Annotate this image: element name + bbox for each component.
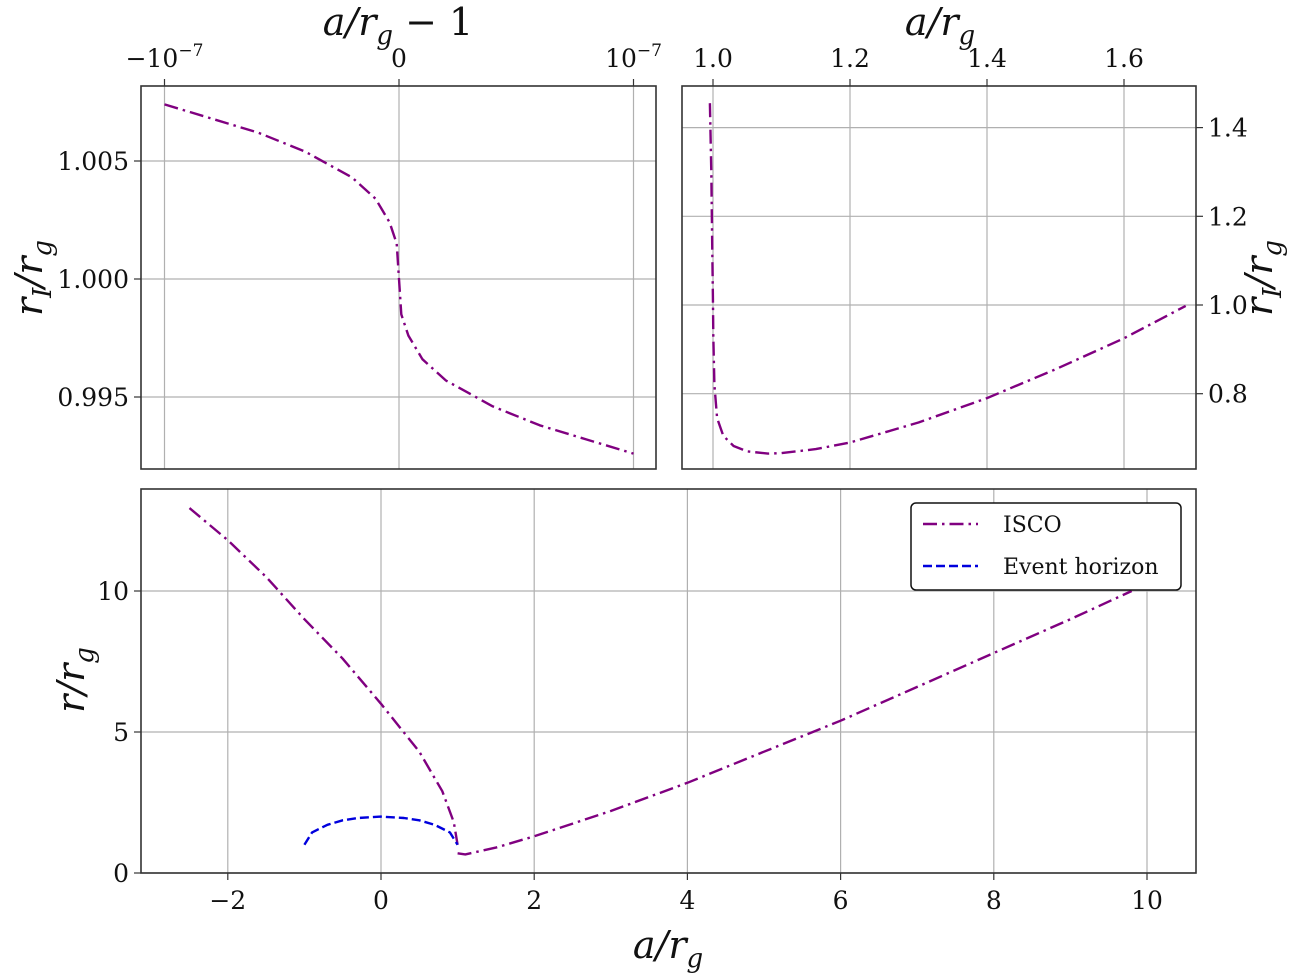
x-tick-label: 1.0: [693, 44, 733, 73]
x-tick-label: 10−7: [605, 41, 662, 73]
y-ticks-left: 0 5 10: [97, 577, 141, 888]
axes-frame: [681, 85, 1197, 470]
y-tick-label: 1.4: [1208, 114, 1248, 143]
isco-line: [708, 103, 1187, 455]
x-tick-label: 10: [1131, 886, 1163, 915]
panel-top-left: −10−7 0 10−7 1.005 1.000 0.995 a/rg − 1 rI/r…: [7, 0, 662, 470]
grid: [682, 86, 1196, 469]
x-tick-label: −10−7: [126, 41, 204, 73]
x-tick-label: 1.2: [830, 44, 870, 73]
y-tick-label: 0.995: [57, 383, 129, 412]
y-axis-label: rI/rg: [7, 240, 58, 316]
y-tick-label: 0: [113, 859, 129, 888]
grid: [141, 86, 656, 469]
x-axis-label: a/rg: [633, 923, 703, 973]
y-tick-label: 5: [113, 718, 129, 747]
legend-label: ISCO: [1003, 513, 1062, 538]
x-tick-label: 6: [833, 886, 849, 915]
curves: [188, 507, 1133, 856]
isco-curve: [708, 103, 1187, 455]
x-tick-label: 0: [391, 44, 407, 73]
y-ticks-left: 1.005 1.000 0.995: [57, 147, 141, 412]
x-axis-label: a/rg − 1: [323, 0, 473, 51]
y-axis-label: rI/rg: [1237, 240, 1288, 316]
x-ticks-top: −10−7 0 10−7: [126, 41, 662, 86]
y-tick-label: 10: [97, 577, 129, 606]
event-horizon-line: [303, 815, 459, 846]
y-ticks-right: 1.4 1.2 1.0 0.8: [1196, 114, 1248, 409]
isco-curve: [164, 103, 634, 455]
x-tick-label: 8: [986, 886, 1002, 915]
y-tick-label: 1.000: [57, 265, 129, 294]
x-axis-label: a/rg: [905, 0, 975, 51]
legend: ISCO Event horizon: [910, 502, 1182, 591]
y-axis-label: r/rg: [49, 647, 100, 713]
legend-item-isco: ISCO: [923, 513, 1062, 538]
isco-line: [457, 589, 1133, 856]
x-tick-label: 1.4: [967, 44, 1007, 73]
x-tick-label: 2: [526, 886, 542, 915]
y-tick-label: 1.0: [1208, 291, 1248, 320]
legend-box: [910, 502, 1182, 591]
isco-line: [188, 507, 459, 845]
x-tick-label: 0: [373, 886, 389, 915]
x-tick-label: 1.6: [1104, 44, 1144, 73]
panel-top-right: 1.0 1.2 1.4 1.6 1.4 1.2 1.0 0.8 a/rg rI/rg: [681, 0, 1288, 470]
isco-line: [164, 103, 634, 455]
legend-label: Event horizon: [1003, 555, 1158, 580]
x-ticks-bottom: −2 0 2 4 6 8 10: [209, 873, 1163, 915]
panel-bottom: −2 0 2 4 6 8 10 0 5 10 a/rg r/rg ISCO Event hori…: [49, 488, 1197, 973]
y-tick-label: 1.005: [57, 147, 129, 176]
y-tick-label: 0.8: [1208, 380, 1248, 409]
legend-item-event-horizon: Event horizon: [923, 555, 1158, 580]
y-tick-label: 1.2: [1208, 202, 1248, 231]
axes-frame: [140, 488, 1197, 874]
x-tick-label: 4: [679, 886, 695, 915]
x-tick-label: −2: [209, 886, 246, 915]
x-ticks-top: 1.0 1.2 1.4 1.6: [693, 44, 1144, 86]
